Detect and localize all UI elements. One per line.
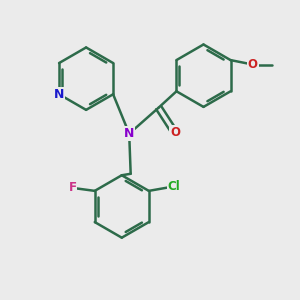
Text: O: O (248, 58, 258, 71)
Text: Cl: Cl (168, 180, 180, 193)
Text: N: N (54, 88, 64, 101)
Text: O: O (170, 126, 180, 140)
Text: F: F (68, 182, 76, 194)
Text: N: N (124, 127, 134, 140)
